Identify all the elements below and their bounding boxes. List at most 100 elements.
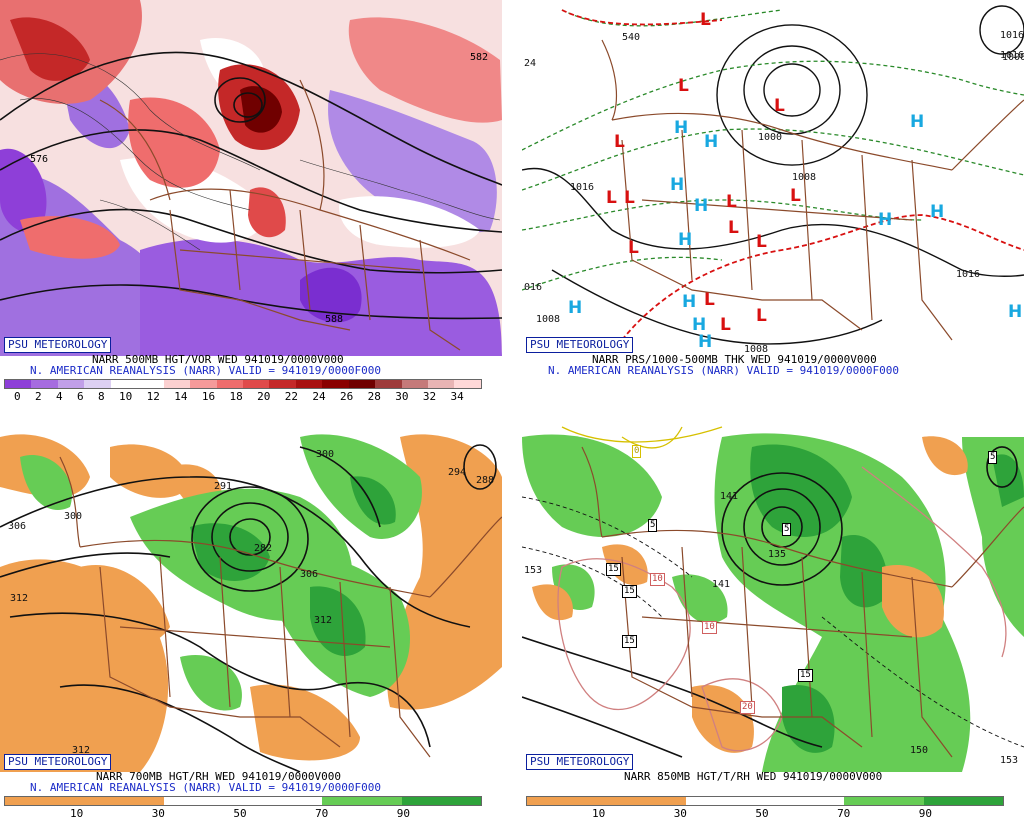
- high-pressure-marker: H: [704, 132, 719, 152]
- colorbar-swatch: [454, 380, 481, 388]
- high-pressure-marker: H: [678, 230, 693, 250]
- temperature-label: 15: [798, 669, 813, 682]
- colorbar-swatch: [163, 380, 191, 388]
- colorbar-swatch: [110, 380, 138, 388]
- contour-label: 540: [622, 32, 640, 43]
- colorbar-swatch: [348, 380, 376, 388]
- map-valid-caption: N. AMERICAN REANALYSIS (NARR) VALID = 94…: [548, 364, 899, 377]
- colorbar-swatch: [84, 380, 111, 388]
- map-500mb: 576 588 582: [0, 0, 502, 356]
- temperature-label: 5: [988, 451, 998, 464]
- contour-label: 1016: [956, 269, 980, 280]
- colorbar-tick-label: 2: [35, 390, 42, 402]
- contour-label: 135: [768, 549, 786, 560]
- low-pressure-marker: L: [700, 10, 711, 30]
- colorbar-tick-label: 34: [450, 390, 464, 402]
- contour-label: 312: [314, 615, 332, 626]
- rh-colorbar: [526, 796, 1004, 806]
- low-pressure-marker: L: [774, 96, 785, 116]
- low-pressure-marker: L: [628, 238, 639, 258]
- low-pressure-marker: L: [790, 186, 801, 206]
- low-pressure-marker: L: [614, 132, 625, 152]
- colorbar-swatch: [295, 380, 323, 388]
- colorbar-tick-label: 16: [201, 390, 216, 402]
- colorbar-tick-label: 24: [312, 390, 326, 402]
- psu-meteorology-badge: PSU METEOROLOGY: [526, 337, 634, 353]
- contour-label: 588: [325, 314, 343, 325]
- colorbar-swatch: [269, 380, 296, 388]
- temperature-label: 0: [632, 445, 642, 458]
- contour-label: 1000: [758, 132, 782, 143]
- colorbar-swatch: [57, 380, 85, 388]
- contour-label: 294: [448, 467, 466, 478]
- high-pressure-marker: H: [682, 292, 697, 312]
- temperature-label: 5: [648, 519, 658, 532]
- colorbar-tick-label: 30: [673, 807, 687, 819]
- colorbar-tick-label: 90: [396, 807, 410, 819]
- colorbar-tick-label: 14: [174, 390, 188, 402]
- map-caption: NARR 850MB HGT/T/RH WED 941019/0000V000: [624, 770, 883, 783]
- colorbar-tick-label: 90: [918, 807, 932, 819]
- temperature-label: 15: [622, 635, 637, 648]
- low-pressure-marker: L: [726, 192, 737, 212]
- rh-colorbar: [4, 796, 482, 806]
- colorbar-tick-label: 26: [340, 390, 354, 402]
- colorbar-swatch: [401, 380, 428, 388]
- contour-label: 1008: [536, 314, 560, 325]
- contour-label: 1008: [744, 344, 768, 355]
- colorbar-ticks: 10 30 50 70 90: [592, 807, 932, 819]
- colorbar-swatch: [216, 380, 243, 388]
- colorbar-tick-label: 32: [422, 390, 437, 402]
- panel-500mb-vorticity: 576 588 582 PSU METEOROLOGY NARR 500MB H…: [0, 0, 502, 402]
- colorbar-swatch: [322, 380, 349, 388]
- low-pressure-marker: L: [704, 290, 715, 310]
- map-valid-caption: N. AMERICAN REANALYSIS (NARR) VALID = 94…: [30, 781, 381, 794]
- contour-label: 1008: [792, 172, 816, 183]
- low-pressure-marker: L: [720, 315, 731, 335]
- low-pressure-marker: L: [756, 306, 767, 326]
- contour-label: 300: [64, 511, 82, 522]
- colorbar-tick-label: 70: [315, 807, 329, 819]
- contour-label: 291: [214, 481, 232, 492]
- map-700mb: 306 300 312 291 282 306 312 300 312 294 288: [0, 417, 502, 772]
- map-caption: NARR 700MB HGT/RH WED 941019/0000V000: [96, 770, 342, 783]
- temperature-label: 15: [606, 563, 621, 576]
- psu-meteorology-badge: PSU METEOROLOGY: [4, 754, 112, 770]
- panel-700mb-rh: 306 300 312 291 282 306 312 300 312 294 288 PSU ME…: [0, 417, 502, 819]
- temperature-label: 10: [702, 621, 717, 634]
- colorbar-tick-label: 12: [146, 390, 160, 402]
- colorbar-tick-label: 18: [229, 390, 243, 402]
- contour-label: 1000: [1002, 52, 1024, 63]
- contour-label: 150: [910, 745, 928, 756]
- contour-label: 312: [72, 745, 90, 756]
- colorbar-tick-label: 30: [395, 390, 409, 402]
- high-pressure-marker: H: [694, 196, 709, 216]
- contour-label: 312: [10, 593, 28, 604]
- colorbar-swatch: [31, 380, 58, 388]
- colorbar-tick-label: 20: [257, 390, 271, 402]
- colorbar-tick-label: 8: [98, 390, 105, 402]
- high-pressure-marker: H: [568, 298, 583, 318]
- contour-label: 153: [524, 565, 542, 576]
- contour-label: 016: [524, 282, 542, 293]
- contour-label: 582: [470, 52, 488, 63]
- colorbar-swatch: [190, 380, 217, 388]
- colorbar-tick-label: 30: [151, 807, 165, 819]
- contour-label: 306: [300, 569, 318, 580]
- high-pressure-marker: H: [692, 315, 707, 335]
- contour-label: 300: [316, 449, 334, 460]
- map-pressure-thickness: 5401016100010081016100810161016100001610…: [522, 0, 1024, 356]
- low-pressure-marker: L: [756, 232, 767, 252]
- vorticity-colorbar: [4, 379, 482, 389]
- low-pressure-marker: L: [678, 76, 689, 96]
- high-pressure-marker: H: [930, 202, 945, 222]
- colorbar-ticks: 0 2 4 6 8 10 12 14 16 18 20 22 24 26 28 30 32 34: [14, 390, 464, 402]
- map-valid-caption: N. AMERICAN REANALYSIS (NARR) VALID = 94…: [30, 364, 381, 377]
- high-pressure-marker: H: [878, 210, 893, 230]
- colorbar-tick-label: 50: [755, 807, 769, 819]
- contour-label: 141: [720, 491, 738, 502]
- colorbar-tick-label: 6: [77, 390, 84, 402]
- high-pressure-marker: H: [1008, 302, 1023, 322]
- colorbar-ticks: 10 30 50 70 90: [70, 807, 410, 819]
- high-pressure-marker: H: [674, 118, 689, 138]
